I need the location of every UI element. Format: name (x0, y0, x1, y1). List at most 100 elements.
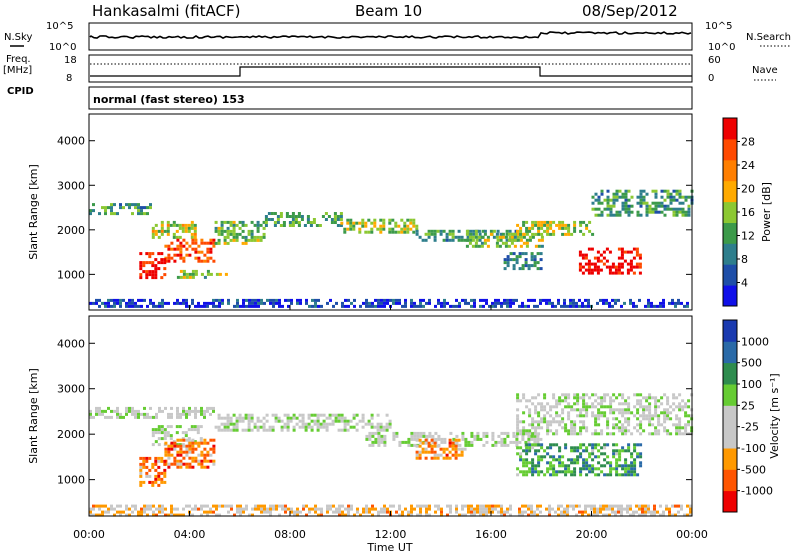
scatter-cell (295, 416, 299, 420)
scatter-cell (576, 393, 580, 397)
scatter-cell (603, 452, 607, 456)
scatter-cell (618, 213, 622, 217)
scatter-cell (203, 301, 206, 305)
scatter-cell (274, 419, 278, 423)
scatter-cell (344, 304, 347, 308)
scatter-cell (160, 477, 164, 481)
scatter-cell (473, 507, 476, 511)
scatter-cell (373, 221, 377, 225)
scatter-cell (419, 513, 422, 517)
scatter-cell (506, 434, 510, 438)
scatter-cell (582, 232, 586, 236)
scatter-cell (479, 513, 482, 517)
scatter-cell (146, 206, 149, 210)
scatter-cell (678, 201, 682, 205)
scatter-cell (341, 301, 344, 305)
scatter-cell (166, 232, 170, 236)
scatter-cell (338, 513, 341, 517)
scatter-cell (352, 224, 356, 228)
scatter-cell (392, 434, 396, 438)
scatter-cell (142, 465, 146, 469)
scatter-cell (212, 510, 215, 514)
scatter-cell (663, 204, 667, 208)
scatter-cell (522, 449, 526, 453)
scatter-cell (540, 232, 544, 236)
scatter-cell (519, 455, 523, 459)
scatter-cell (666, 417, 670, 421)
scatter-cell (659, 504, 662, 508)
scatter-cell (629, 507, 632, 511)
scatter-cell (119, 304, 122, 308)
scatter-cell (606, 207, 610, 211)
scatter-cell (557, 513, 560, 517)
scatter-cell (624, 458, 628, 462)
scatter-cell (605, 301, 608, 305)
scatter-cell (107, 406, 110, 410)
scatter-cell (500, 304, 503, 308)
scatter-cell (509, 504, 512, 508)
scatter-cell (437, 434, 441, 438)
scatter-cell (519, 446, 523, 450)
scatter-cell (440, 513, 443, 517)
noise-panel: N.Sky 10^5 10^0 10^5 10^0 N.Search (4, 21, 791, 53)
scatter-cell (253, 425, 257, 429)
scatter-cell (519, 458, 523, 462)
scatter-cell (383, 437, 387, 441)
scatter-cell (669, 201, 673, 205)
scatter-cell (200, 504, 203, 508)
y-tick-label: 1000 (57, 268, 85, 281)
scatter-cell (587, 271, 591, 275)
scatter-cell (681, 210, 685, 214)
scatter-cell (570, 446, 574, 450)
scatter-cell (383, 507, 386, 511)
scatter-cell (476, 510, 479, 514)
scatter-cell (110, 504, 113, 508)
scatter-cell (500, 504, 503, 508)
scatter-cell (194, 441, 198, 445)
scatter-cell (485, 431, 489, 435)
scatter-cell (343, 428, 347, 432)
scatter-cell (440, 304, 443, 308)
scatter-cell (436, 456, 440, 460)
scatter-cell (370, 230, 374, 234)
scatter-cell (505, 232, 509, 236)
scatter-cell (410, 304, 413, 308)
scatter-cell (280, 428, 284, 432)
scatter-cell (271, 413, 275, 417)
scatter-cell (300, 218, 304, 221)
scatter-cell (461, 431, 465, 435)
colorbar-tick-label: 25 (741, 399, 755, 412)
scatter-cell (166, 431, 170, 435)
scatter-cell (605, 298, 608, 302)
scatter-cell (570, 426, 574, 430)
scatter-cell (143, 510, 146, 514)
scatter-cell (657, 399, 661, 403)
scatter-cell (650, 304, 653, 308)
scatter-cell (382, 224, 386, 228)
scatter-cell (313, 419, 317, 423)
scatter-cell (176, 275, 180, 279)
scatter-cell (590, 268, 594, 272)
scatter-cell (206, 259, 210, 263)
scatter-cell (585, 408, 589, 412)
scatter-cell (395, 298, 398, 302)
scatter-cell (521, 252, 525, 256)
scatter-cell (175, 443, 179, 447)
scatter-cell (681, 207, 685, 211)
scatter-cell (461, 504, 464, 508)
scatter-cell (286, 425, 290, 429)
scatter-cell (190, 223, 194, 227)
scatter-cell (257, 507, 260, 511)
scatter-cell (627, 189, 631, 193)
nsky-series-line (89, 31, 692, 40)
scatter-cell (333, 221, 337, 224)
scatter-cell (300, 215, 304, 218)
scatter-cell (546, 461, 550, 465)
scatter-cell (639, 213, 643, 217)
scatter-cell (600, 414, 604, 418)
scatter-cell (415, 453, 419, 457)
scatter-cell (292, 425, 296, 429)
colorbar-segment (723, 320, 737, 342)
scatter-cell (588, 405, 592, 409)
scatter-cell (340, 428, 344, 432)
